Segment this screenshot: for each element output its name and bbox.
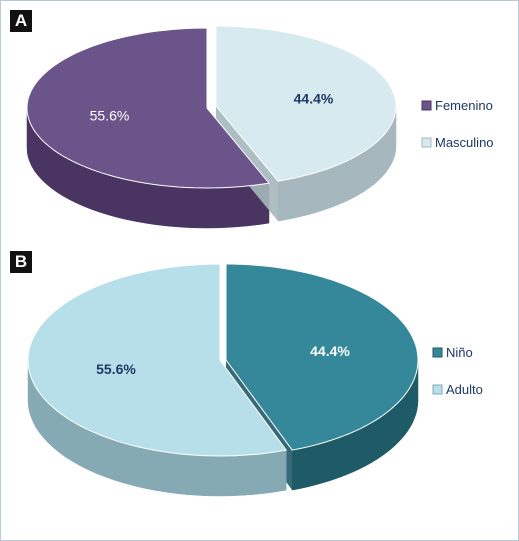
legend-label-adulto: Adulto	[446, 382, 483, 397]
data-label-niño: 44.4%	[310, 343, 350, 359]
legend-swatch-adulto	[432, 384, 443, 395]
pie-slice-masculino	[215, 25, 397, 182]
panel-a-letter: A	[10, 10, 32, 32]
legend-swatch-niño	[432, 347, 443, 358]
legend-swatch-femenino	[421, 100, 432, 111]
pie-slice-femenino	[26, 27, 270, 189]
data-label-femenino: 55.6%	[90, 108, 130, 124]
legend-label-niño: Niño	[446, 345, 473, 360]
pie-slice-niño	[225, 263, 419, 451]
pie-chart-b: 44.4% 55.6% Niño Adulto	[27, 263, 483, 497]
data-label-adulto: 55.6%	[96, 361, 136, 377]
pie-slice-adulto	[27, 263, 288, 457]
legend-label-masculino: Masculino	[435, 135, 494, 150]
panel-b-letter: B	[10, 251, 32, 273]
pie-chart-a: 55.6% 44.4% Femenino Masculino	[26, 25, 494, 229]
legend-swatch-masculino	[421, 137, 432, 148]
legend-label-femenino: Femenino	[435, 98, 493, 113]
data-label-masculino: 44.4%	[294, 90, 334, 106]
